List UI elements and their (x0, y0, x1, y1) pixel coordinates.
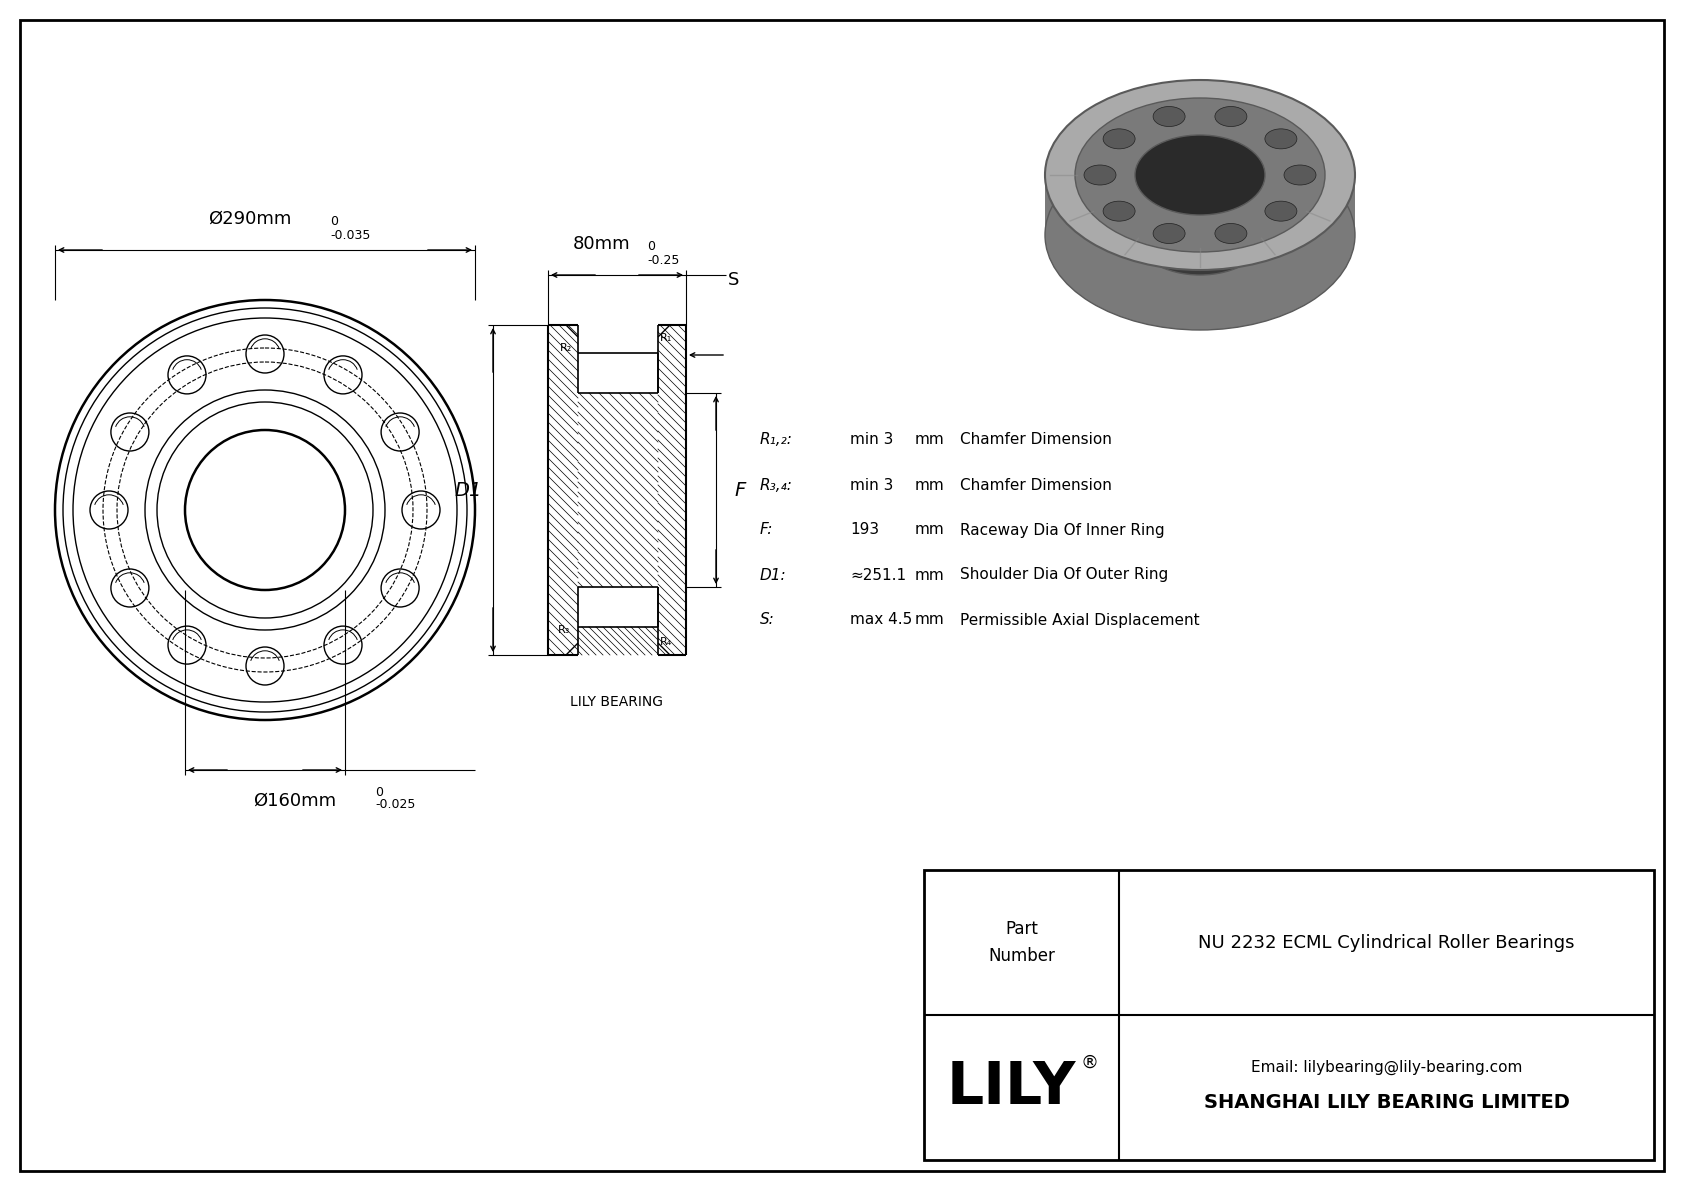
Text: S:: S: (759, 612, 775, 628)
Text: R₄: R₄ (660, 637, 672, 647)
Text: ≈251.1: ≈251.1 (850, 567, 906, 582)
Text: 0: 0 (376, 786, 382, 799)
Bar (925, 869, 1654, 1160)
Ellipse shape (1214, 224, 1246, 243)
Text: Part
Number: Part Number (989, 921, 1054, 965)
Text: LILY: LILY (946, 1059, 1076, 1116)
Text: 0: 0 (330, 216, 338, 227)
Text: Chamfer Dimension: Chamfer Dimension (960, 478, 1111, 493)
Ellipse shape (1103, 201, 1135, 222)
Text: R₃,₄:: R₃,₄: (759, 478, 793, 493)
Text: Ø160mm: Ø160mm (253, 792, 337, 810)
Text: LILY BEARING: LILY BEARING (571, 696, 663, 709)
Text: R₂: R₂ (561, 343, 573, 353)
Ellipse shape (1154, 106, 1186, 126)
Text: mm: mm (914, 478, 945, 493)
Text: Ø290mm: Ø290mm (209, 210, 291, 227)
Text: F:: F: (759, 523, 773, 537)
Ellipse shape (1283, 166, 1315, 185)
Ellipse shape (1046, 141, 1356, 330)
Text: -0.025: -0.025 (376, 798, 416, 811)
Ellipse shape (1135, 195, 1265, 275)
Text: 80mm: 80mm (573, 235, 632, 252)
Ellipse shape (1084, 166, 1116, 185)
Text: max 4.5: max 4.5 (850, 612, 913, 628)
Ellipse shape (1265, 201, 1297, 222)
Text: Shoulder Dia Of Outer Ring: Shoulder Dia Of Outer Ring (960, 567, 1169, 582)
Text: 0: 0 (647, 241, 655, 252)
Text: mm: mm (914, 523, 945, 537)
Polygon shape (1046, 175, 1356, 235)
Text: mm: mm (914, 432, 945, 448)
Text: -0.035: -0.035 (330, 229, 370, 242)
Text: Email: lilybearing@lily-bearing.com: Email: lilybearing@lily-bearing.com (1251, 1060, 1522, 1075)
Text: R₃: R₃ (557, 625, 571, 635)
Ellipse shape (1103, 129, 1135, 149)
Text: R₁,₂:: R₁,₂: (759, 432, 793, 448)
Text: min 3: min 3 (850, 432, 894, 448)
Text: ®: ® (1081, 1054, 1098, 1072)
Text: -0.25: -0.25 (647, 254, 679, 267)
Ellipse shape (1135, 135, 1265, 216)
Text: mm: mm (914, 567, 945, 582)
Text: SHANGHAI LILY BEARING LIMITED: SHANGHAI LILY BEARING LIMITED (1204, 1093, 1569, 1112)
Text: D1: D1 (455, 480, 482, 499)
Polygon shape (1135, 175, 1265, 235)
Ellipse shape (1046, 80, 1356, 270)
Text: 193: 193 (850, 523, 879, 537)
Ellipse shape (1214, 106, 1246, 126)
Text: Permissible Axial Displacement: Permissible Axial Displacement (960, 612, 1199, 628)
Text: Raceway Dia Of Inner Ring: Raceway Dia Of Inner Ring (960, 523, 1165, 537)
Text: mm: mm (914, 612, 945, 628)
Text: min 3: min 3 (850, 478, 894, 493)
Text: R₁: R₁ (660, 333, 672, 343)
Ellipse shape (1074, 98, 1325, 252)
Ellipse shape (1154, 224, 1186, 243)
Text: NU 2232 ECML Cylindrical Roller Bearings: NU 2232 ECML Cylindrical Roller Bearings (1199, 934, 1575, 952)
Text: F: F (734, 480, 746, 499)
Text: D1:: D1: (759, 567, 786, 582)
Ellipse shape (1265, 129, 1297, 149)
Text: S: S (727, 272, 739, 289)
Text: Chamfer Dimension: Chamfer Dimension (960, 432, 1111, 448)
